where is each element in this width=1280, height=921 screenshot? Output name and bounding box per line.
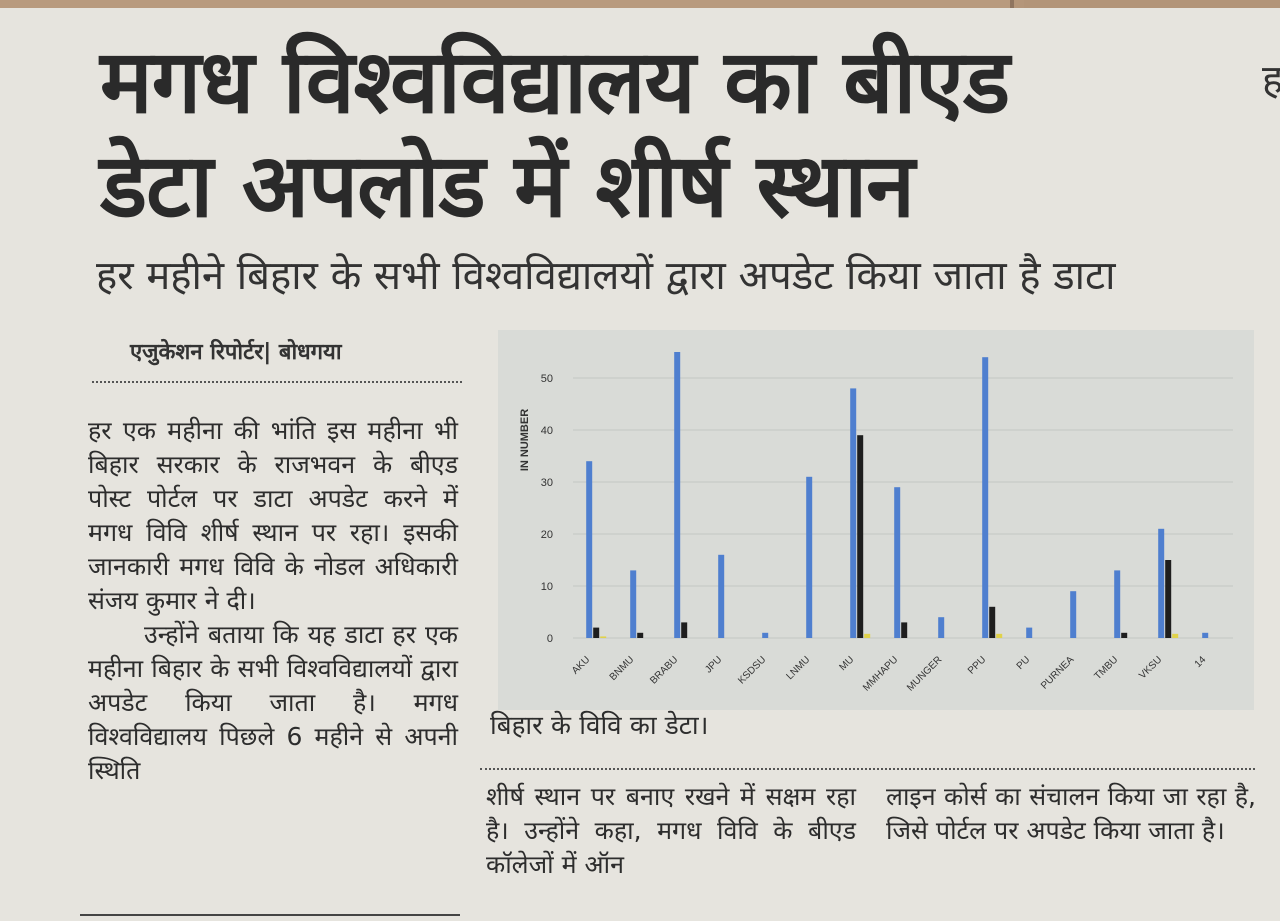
bar [600,636,607,638]
bar [996,633,1003,638]
paragraph-1: हर एक महीना की भांति इस महीना भी बिहार स… [88,416,458,615]
bar [857,435,864,638]
headline-line-1: मगध विश्वविद्यालय का बीएड [100,30,1010,133]
article-column-3: लाइन कोर्स का संचालन किया जा रहा है, जिस… [886,780,1256,848]
bar [1158,528,1165,638]
bar [593,627,600,638]
subheadline: हर महीने बिहार के सभी विश्वविद्यालयों द्… [96,253,1116,299]
bottom-rule [80,914,460,916]
paragraph-3: शीर्ष स्थान पर बनाए रखने में सक्षम रहा ह… [486,782,856,879]
bar [1026,627,1033,638]
caption-divider [480,768,1255,770]
bar [681,622,688,638]
bar [586,461,593,638]
bar [982,357,989,638]
byline: एजुकेशन रिपोर्टर| बोधगया [130,340,342,365]
bar [630,570,637,638]
bar [1172,633,1179,638]
y-axis-label: IN NUMBER [519,409,531,471]
bar [1070,591,1077,638]
y-tick-label: 30 [541,477,553,489]
y-tick-label: 40 [541,425,553,437]
y-tick-label: 10 [541,581,553,593]
bar [762,632,769,638]
paragraph-4: लाइन कोर्स का संचालन किया जा रहा है, जिस… [886,782,1256,845]
bar [850,388,857,638]
bar [718,554,725,638]
article-column-2: शीर्ष स्थान पर बनाए रखने में सक्षम रहा ह… [486,780,856,882]
chart-caption: बिहार के विवि का डेटा। [490,711,709,741]
byline-divider [92,381,462,383]
bar [806,476,813,638]
bar [989,606,996,638]
bar [637,632,644,638]
y-tick-label: 20 [541,529,553,541]
bar [1114,570,1121,638]
chart-background [498,330,1254,710]
paragraph-2: उन्होंने बताया कि यह डाटा हर एक महीना बि… [88,620,458,785]
bar [1121,632,1128,638]
y-tick-label: 0 [547,633,553,645]
bar [674,352,681,638]
page-edge-fragment: ह [1262,57,1280,103]
headline-line-2: डेटा अपलोड में शीर्ष स्थान [100,134,915,237]
bar [894,487,901,638]
bar [864,633,871,638]
bar [901,622,908,638]
bar [1202,632,1209,638]
article-column-1: हर एक महीना की भांति इस महीना भी बिहार स… [88,414,458,788]
y-tick-label: 50 [541,373,553,385]
bar [938,617,945,638]
bar [1165,560,1172,638]
